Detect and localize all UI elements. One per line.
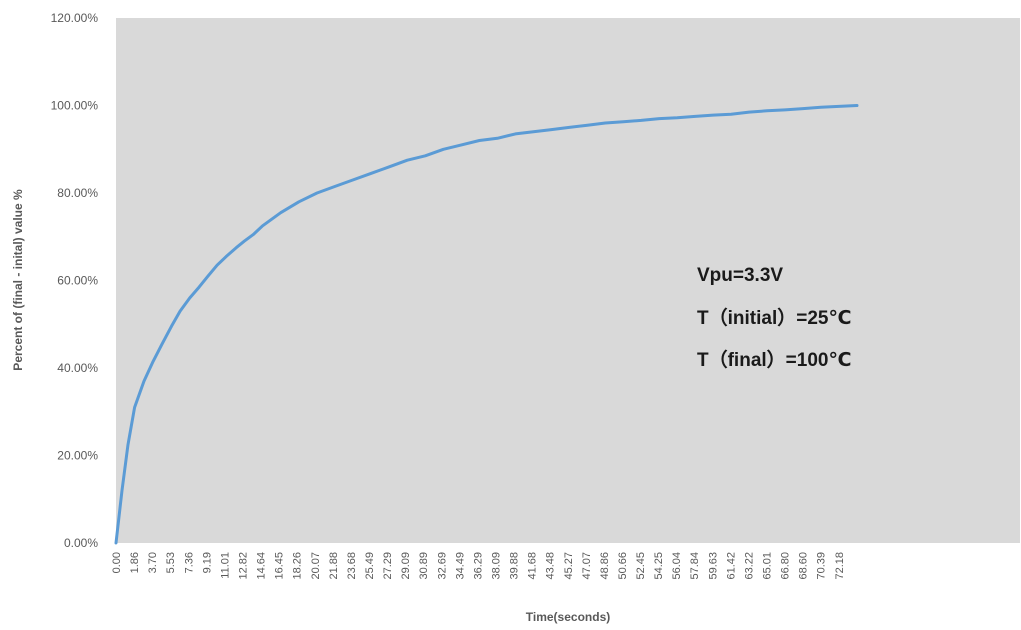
x-axis-ticks: 0.00 1.86 3.70 5.53 7.36 9.19 11.01 12.82 14.64 1… [111,552,846,580]
x-tick-label: 29.09 [400,552,412,580]
y-tick-label: 0.00% [64,536,98,550]
x-tick-label: 70.39 [816,552,828,580]
x-tick-label: 63.22 [743,552,755,580]
x-tick-label: 47.07 [581,552,593,580]
x-tick-label: 72.18 [834,552,846,580]
y-tick-label: 80.00% [57,186,98,200]
x-tick-label: 48.86 [599,552,611,580]
annotation-t-final: T（final）=100℃ [697,348,851,371]
x-tick-label: 0.00 [111,552,123,573]
x-tick-label: 52.45 [635,552,647,580]
x-tick-label: 68.60 [798,552,810,580]
y-tick-label: 40.00% [57,361,98,375]
plot-area [116,18,1020,543]
x-tick-label: 56.04 [671,552,683,580]
x-tick-label: 25.49 [364,552,376,580]
x-tick-label: 27.29 [382,552,394,580]
x-tick-label: 50.66 [617,552,629,580]
x-tick-label: 38.09 [490,552,502,580]
x-tick-label: 59.63 [707,552,719,580]
y-axis-title: Percent of (final - inital) value % [11,189,25,371]
y-tick-label: 120.00% [51,11,99,25]
x-tick-label: 12.82 [237,552,249,580]
x-tick-label: 18.26 [292,552,304,580]
x-tick-label: 11.01 [219,552,231,579]
annotation-vpu: Vpu=3.3V [697,265,783,286]
x-tick-label: 45.27 [563,552,575,580]
x-tick-label: 9.19 [201,552,213,573]
x-tick-label: 41.68 [527,552,539,580]
x-tick-label: 30.89 [418,552,430,580]
y-tick-label: 60.00% [57,274,98,288]
x-tick-label: 21.88 [328,552,340,580]
x-tick-label: 20.07 [310,552,322,580]
x-tick-label: 54.25 [653,552,665,580]
annotation-t-initial: T（initial）=25℃ [697,306,851,329]
x-axis-title: Time(seconds) [526,610,610,624]
x-tick-label: 16.45 [274,552,286,580]
y-axis-ticks: 0.00% 20.00% 40.00% 60.00% 80.00% 100.00% 120.… [51,11,99,550]
x-tick-label: 14.64 [256,552,268,580]
x-tick-label: 65.01 [762,552,774,580]
x-tick-label: 57.84 [689,552,701,580]
x-tick-label: 1.86 [129,552,141,573]
x-tick-label: 36.29 [472,552,484,580]
y-tick-label: 100.00% [51,99,99,113]
x-tick-label: 23.68 [346,552,358,580]
x-tick-label: 34.49 [454,552,466,580]
x-tick-label: 3.70 [147,552,159,573]
x-tick-label: 39.88 [509,552,521,580]
series-line [114,104,859,545]
x-tick-label: 66.80 [780,552,792,580]
x-tick-label: 61.42 [725,552,737,580]
x-tick-label: 5.53 [165,552,177,573]
x-tick-label: 7.36 [183,552,195,573]
x-tick-label: 43.48 [545,552,557,580]
x-tick-label: 32.69 [436,552,448,580]
y-tick-label: 20.00% [57,449,98,463]
